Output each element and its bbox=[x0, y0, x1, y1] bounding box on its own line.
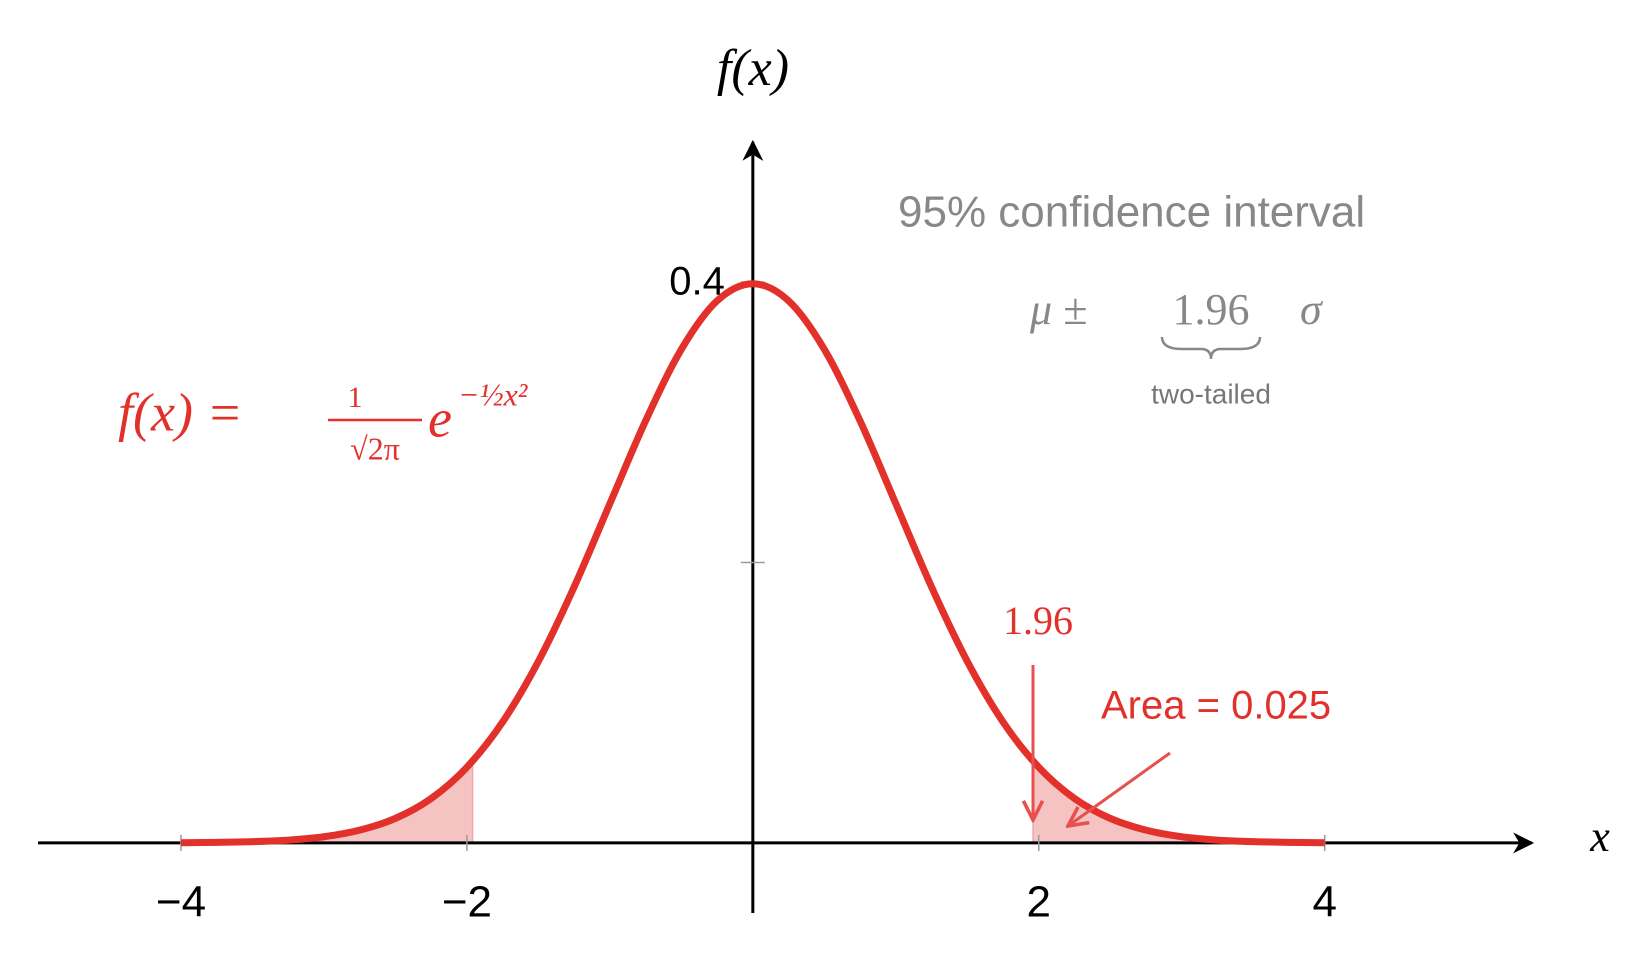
x-axis-label: x bbox=[1589, 812, 1610, 861]
tail-area bbox=[1033, 759, 1325, 843]
x-tick-label: 2 bbox=[1027, 878, 1051, 927]
axes: −4 −2 2 4 0.4 bbox=[38, 139, 1535, 927]
formula-lhs: f(x) = bbox=[118, 382, 243, 442]
density-curve bbox=[180, 280, 1325, 847]
y-axis-label: f(x) bbox=[717, 40, 789, 97]
cutoff-label: 1.96 bbox=[1003, 598, 1073, 643]
formula-denominator: √2π bbox=[350, 430, 400, 466]
x-tick-label: −2 bbox=[442, 878, 492, 927]
formula-exponent: −½x² bbox=[458, 376, 529, 412]
tail-area bbox=[180, 759, 473, 843]
formula-numerator: 1 bbox=[348, 381, 363, 414]
x-tick-label: 4 bbox=[1312, 878, 1336, 927]
x-tick-label: −4 bbox=[156, 878, 206, 927]
y-tick-label: 0.4 bbox=[669, 260, 725, 304]
brace-label: two-tailed bbox=[1151, 378, 1271, 409]
interval-right: σ bbox=[1300, 285, 1324, 334]
brace bbox=[1160, 336, 1262, 360]
interval-left: μ ± bbox=[1029, 285, 1087, 334]
formula-base: e bbox=[428, 388, 452, 448]
curve-layer bbox=[180, 280, 1325, 847]
area-label: Area = 0.025 bbox=[1101, 684, 1331, 728]
area-arrow bbox=[1068, 751, 1171, 826]
annotation-title: 95% confidence interval bbox=[898, 188, 1365, 237]
interval-value: 1.96 bbox=[1173, 285, 1250, 334]
